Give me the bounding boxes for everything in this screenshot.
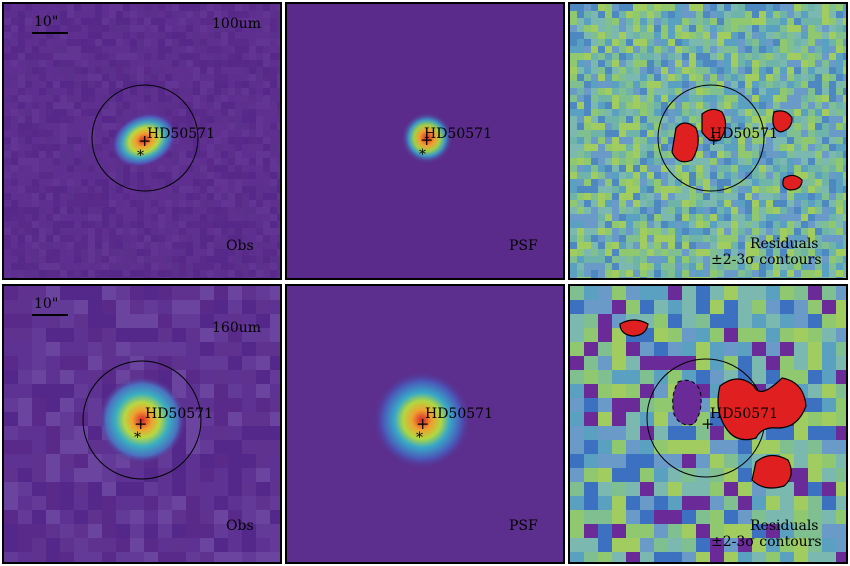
plus-marker: + <box>701 414 714 433</box>
image-psf-100um: PSF HD50571 + * 1 <box>287 4 563 278</box>
target-label: HD50571 <box>145 406 213 422</box>
panel-psf-100um: PSF HD50571 + * 1 <box>285 2 565 280</box>
image-obs-160um: 10" 160um Obs HD50571 + * <box>4 286 280 562</box>
plus-marker: + <box>707 130 720 149</box>
panel-residuals-100um: Residuals ±2-3σ contours HD50571 + <box>568 2 848 280</box>
residuals-label: Residuals <box>750 236 818 252</box>
plus-marker: + <box>138 131 151 150</box>
plus-marker: + <box>134 414 147 433</box>
obs-label: Obs <box>226 238 254 254</box>
obs-label: Obs <box>226 518 254 534</box>
y-axis-ticks: 1 <box>287 224 288 230</box>
image-residuals-100um: Residuals ±2-3σ contours HD50571 + <box>570 4 846 278</box>
psf-label: PSF <box>509 238 538 254</box>
residuals-label: Residuals <box>750 518 818 534</box>
plus-marker: + <box>420 130 433 149</box>
image-psf-160um: PSF HD50571 + * <box>287 286 563 562</box>
target-label: HD50571 <box>710 406 778 422</box>
band-label: 100um <box>212 16 261 32</box>
target-label: HD50571 <box>424 126 492 142</box>
star-marker: * <box>134 430 141 446</box>
psf-label: PSF <box>509 518 538 534</box>
target-label: HD50571 <box>425 406 493 422</box>
contours-label: ±2-3σ contours <box>711 252 822 268</box>
scale-bar-label: 10" <box>34 296 58 312</box>
scale-bar-label: 10" <box>34 14 58 30</box>
star-marker: * <box>416 430 423 446</box>
panel-psf-160um: PSF HD50571 + * <box>285 284 565 564</box>
band-label: 160um <box>212 320 261 336</box>
target-label: HD50571 <box>710 126 778 142</box>
star-marker: * <box>137 148 144 164</box>
target-label: HD50571 <box>147 126 215 142</box>
panel-obs-160um: 10" 160um Obs HD50571 + * <box>2 284 282 564</box>
svg-text:1: 1 <box>287 224 288 230</box>
star-marker: * <box>419 147 426 163</box>
plus-marker: + <box>416 414 429 433</box>
panel-residuals-160um: Residuals ±2-3σ contours HD50571 + <box>568 284 848 564</box>
image-residuals-160um: Residuals ±2-3σ contours HD50571 + <box>570 286 846 562</box>
contours-label: ±2-3σ contours <box>711 534 822 550</box>
image-obs-100um: 10" 100um Obs HD50571 + * <box>4 4 280 278</box>
panel-obs-100um: 10" 100um Obs HD50571 + * <box>2 2 282 280</box>
